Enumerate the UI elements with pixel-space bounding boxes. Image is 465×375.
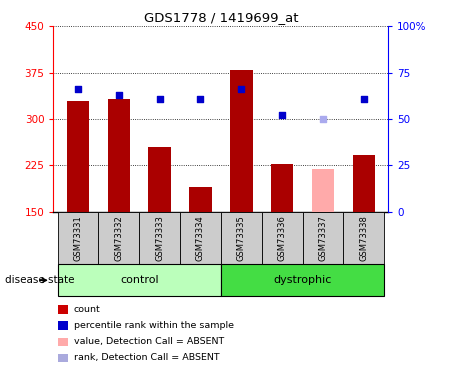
Point <box>197 96 204 102</box>
Text: GSM73331: GSM73331 <box>73 215 82 261</box>
Bar <box>221 264 384 296</box>
Bar <box>58 212 99 264</box>
Bar <box>352 155 375 212</box>
Bar <box>180 212 221 264</box>
Point <box>74 86 82 92</box>
Bar <box>148 147 171 212</box>
Bar <box>221 212 262 264</box>
Text: control: control <box>120 275 159 285</box>
Text: GSM73337: GSM73337 <box>319 215 327 261</box>
Point <box>238 86 245 92</box>
Bar <box>303 212 343 264</box>
Text: GSM73334: GSM73334 <box>196 215 205 261</box>
Bar <box>139 212 180 264</box>
Bar <box>67 100 89 212</box>
Bar <box>271 164 293 212</box>
Bar <box>343 212 384 264</box>
Bar <box>107 99 130 212</box>
Point <box>279 112 286 118</box>
Bar <box>312 169 334 212</box>
Bar <box>262 212 303 264</box>
Point <box>156 96 163 102</box>
Point <box>115 92 122 98</box>
Text: GSM73338: GSM73338 <box>359 215 368 261</box>
Bar <box>230 70 252 212</box>
Bar <box>99 212 139 264</box>
Text: dystrophic: dystrophic <box>273 275 332 285</box>
Text: GSM73335: GSM73335 <box>237 215 246 261</box>
Text: count: count <box>74 305 101 314</box>
Text: rank, Detection Call = ABSENT: rank, Detection Call = ABSENT <box>74 353 219 362</box>
Title: GDS1778 / 1419699_at: GDS1778 / 1419699_at <box>144 11 298 24</box>
Text: percentile rank within the sample: percentile rank within the sample <box>74 321 234 330</box>
Bar <box>58 264 221 296</box>
Text: value, Detection Call = ABSENT: value, Detection Call = ABSENT <box>74 337 224 346</box>
Text: GSM73333: GSM73333 <box>155 215 164 261</box>
Point <box>319 116 327 122</box>
Text: GSM73332: GSM73332 <box>114 215 123 261</box>
Text: GSM73336: GSM73336 <box>278 215 286 261</box>
Text: disease state: disease state <box>5 275 74 285</box>
Bar <box>189 187 212 212</box>
Point <box>360 96 367 102</box>
